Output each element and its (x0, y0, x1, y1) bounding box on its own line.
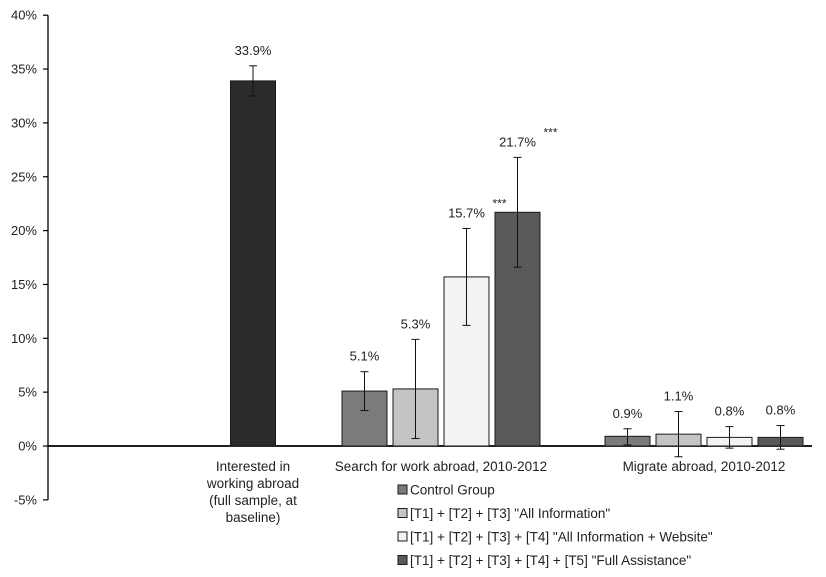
legend-swatch (397, 531, 408, 542)
y-tick-label: 20% (11, 223, 37, 238)
data-label: 1.1% (664, 389, 694, 404)
significance-stars: *** (543, 125, 557, 139)
significance-stars: *** (492, 196, 506, 210)
category-label: working abroad (206, 476, 299, 491)
legend-swatch (397, 508, 408, 518)
legend-label: [T1] + [T2] + [T3] + [T4] "All Informati… (410, 530, 713, 545)
data-label: 0.8% (766, 403, 796, 418)
y-tick-label: 0% (18, 439, 37, 454)
y-tick-label: 30% (11, 115, 37, 130)
legend-swatch (397, 555, 408, 565)
data-label: 0.9% (613, 406, 643, 421)
y-tick-label: -5% (14, 492, 38, 507)
y-tick-label: 40% (11, 8, 37, 23)
y-tick-label: 5% (18, 385, 37, 400)
category-label: Search for work abroad, 2010-2012 (335, 459, 547, 474)
category-label: Interested in (216, 459, 290, 474)
data-label: 33.9% (235, 43, 272, 58)
bar (230, 80, 276, 447)
data-label: 15.7% (448, 205, 485, 220)
y-tick-label: 25% (11, 169, 37, 184)
y-tick-label: 10% (11, 331, 37, 346)
legend-label: Control Group (410, 483, 495, 498)
legend-swatch (397, 484, 408, 495)
legend-label: [T1] + [T2] + [T3] "All Information" (410, 506, 610, 521)
y-tick-label: 35% (11, 62, 37, 77)
category-label: Migrate abroad, 2010-2012 (623, 459, 786, 474)
category-label: (full sample, at (209, 493, 297, 508)
data-label: 5.3% (401, 316, 431, 331)
y-tick-label: 15% (11, 277, 37, 292)
legend-label: [T1] + [T2] + [T3] + [T4] + [T5] "Full A… (410, 553, 691, 568)
data-label: 21.7% (499, 134, 536, 149)
data-label: 0.8% (715, 404, 745, 419)
data-label: 5.1% (350, 349, 380, 364)
category-label: baseline) (226, 510, 281, 525)
